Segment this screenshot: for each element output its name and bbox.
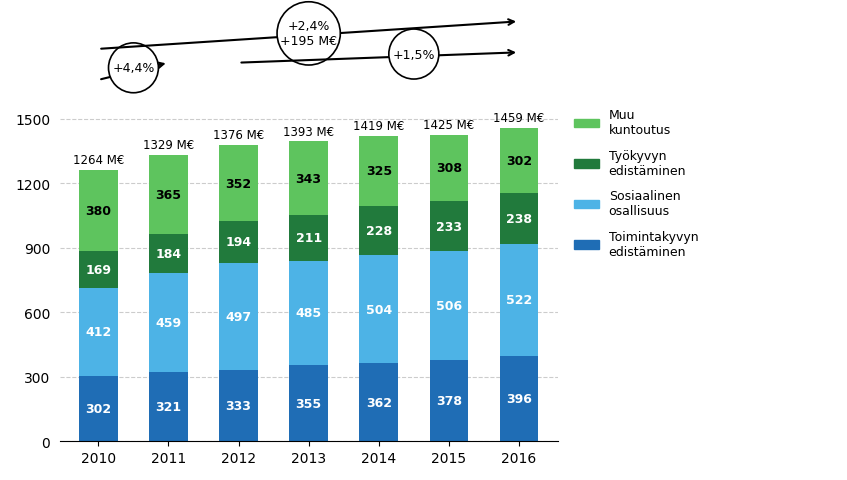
Text: 378: 378 xyxy=(436,394,462,407)
Bar xyxy=(429,360,468,441)
Bar xyxy=(429,135,468,202)
Text: 1264 M€: 1264 M€ xyxy=(73,154,125,167)
Text: 1376 M€: 1376 M€ xyxy=(213,129,264,142)
Text: 412: 412 xyxy=(86,326,112,339)
Text: 1393 M€: 1393 M€ xyxy=(283,125,335,138)
Text: 228: 228 xyxy=(366,225,392,238)
Text: 1459 M€: 1459 M€ xyxy=(493,111,545,124)
Bar xyxy=(290,216,328,261)
Bar xyxy=(219,370,257,441)
Bar xyxy=(149,234,188,274)
Bar xyxy=(359,364,398,441)
Text: 362: 362 xyxy=(366,396,392,409)
Bar xyxy=(290,365,328,441)
Bar xyxy=(79,376,118,441)
Text: 233: 233 xyxy=(436,220,462,233)
Text: 380: 380 xyxy=(86,204,112,217)
Text: 194: 194 xyxy=(225,236,252,249)
Text: 396: 396 xyxy=(506,392,532,405)
Bar xyxy=(359,206,398,255)
Text: +2,4%
+195 M€: +2,4% +195 M€ xyxy=(280,20,337,48)
Text: 352: 352 xyxy=(225,177,252,190)
Text: 506: 506 xyxy=(436,300,462,312)
Text: 485: 485 xyxy=(296,307,322,320)
Text: 325: 325 xyxy=(366,165,392,178)
Bar xyxy=(149,372,188,441)
Text: 238: 238 xyxy=(506,212,532,225)
Text: 504: 504 xyxy=(366,303,392,316)
Text: 321: 321 xyxy=(156,400,181,413)
Bar xyxy=(219,222,257,263)
Text: 211: 211 xyxy=(296,232,322,245)
Text: 1419 M€: 1419 M€ xyxy=(353,120,405,133)
Bar xyxy=(359,255,398,364)
Bar xyxy=(500,356,538,441)
Bar xyxy=(219,146,257,222)
Text: 302: 302 xyxy=(506,154,532,167)
Text: +4,4%: +4,4% xyxy=(113,62,155,75)
Bar xyxy=(500,128,538,193)
Text: 1329 M€: 1329 M€ xyxy=(143,139,194,152)
Bar xyxy=(149,156,188,234)
Bar xyxy=(79,288,118,376)
Legend: Muu
kuntoutus, Työkyvyn
edistäminen, Sosiaalinen
osallisuus, Toimintakyvyn
edist: Muu kuntoutus, Työkyvyn edistäminen, Sos… xyxy=(568,104,703,263)
Bar xyxy=(290,142,328,216)
Text: 459: 459 xyxy=(156,317,181,330)
Text: 333: 333 xyxy=(225,399,252,412)
Bar xyxy=(290,261,328,365)
Bar xyxy=(500,193,538,244)
Bar xyxy=(359,137,398,206)
Bar xyxy=(219,263,257,370)
Text: 343: 343 xyxy=(296,172,322,185)
Text: 355: 355 xyxy=(296,397,322,410)
Text: 1425 M€: 1425 M€ xyxy=(424,119,474,132)
Text: 365: 365 xyxy=(156,189,181,202)
Text: +1,5%: +1,5% xyxy=(392,48,435,61)
Text: 497: 497 xyxy=(225,310,252,323)
Text: 308: 308 xyxy=(436,162,462,175)
Bar xyxy=(500,244,538,356)
Bar xyxy=(79,252,118,288)
Text: 302: 302 xyxy=(86,402,112,415)
Text: 522: 522 xyxy=(506,294,532,307)
Bar xyxy=(429,252,468,360)
Bar xyxy=(79,170,118,252)
Text: 169: 169 xyxy=(86,264,112,276)
Bar xyxy=(149,274,188,372)
Bar xyxy=(429,202,468,252)
Text: 184: 184 xyxy=(156,248,181,261)
